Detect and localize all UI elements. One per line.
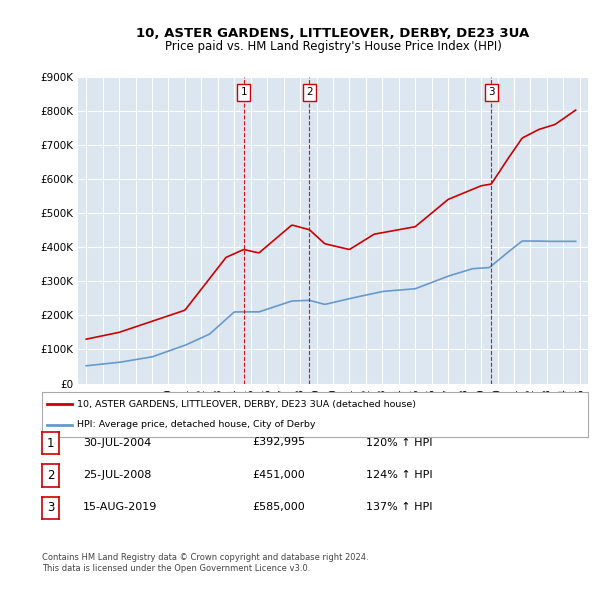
Text: 25-JUL-2008: 25-JUL-2008 [83,470,151,480]
Text: 10, ASTER GARDENS, LITTLEOVER, DERBY, DE23 3UA: 10, ASTER GARDENS, LITTLEOVER, DERBY, DE… [136,27,530,40]
Text: 15-AUG-2019: 15-AUG-2019 [83,503,157,512]
Text: 3: 3 [488,87,494,97]
Text: 1: 1 [241,87,247,97]
Text: £392,995: £392,995 [252,438,305,447]
Text: 2: 2 [306,87,313,97]
Text: 137% ↑ HPI: 137% ↑ HPI [366,503,433,512]
Text: HPI: Average price, detached house, City of Derby: HPI: Average price, detached house, City… [77,420,316,429]
Text: 120% ↑ HPI: 120% ↑ HPI [366,438,433,447]
Text: £585,000: £585,000 [252,503,305,512]
Text: 3: 3 [47,502,54,514]
Text: Contains HM Land Registry data © Crown copyright and database right 2024.
This d: Contains HM Land Registry data © Crown c… [42,553,368,573]
Text: 1: 1 [47,437,54,450]
Text: 10, ASTER GARDENS, LITTLEOVER, DERBY, DE23 3UA (detached house): 10, ASTER GARDENS, LITTLEOVER, DERBY, DE… [77,400,416,409]
Text: 2: 2 [47,469,54,482]
Text: 30-JUL-2004: 30-JUL-2004 [83,438,151,447]
Text: £451,000: £451,000 [252,470,305,480]
Text: 124% ↑ HPI: 124% ↑ HPI [366,470,433,480]
Text: Price paid vs. HM Land Registry's House Price Index (HPI): Price paid vs. HM Land Registry's House … [164,40,502,53]
